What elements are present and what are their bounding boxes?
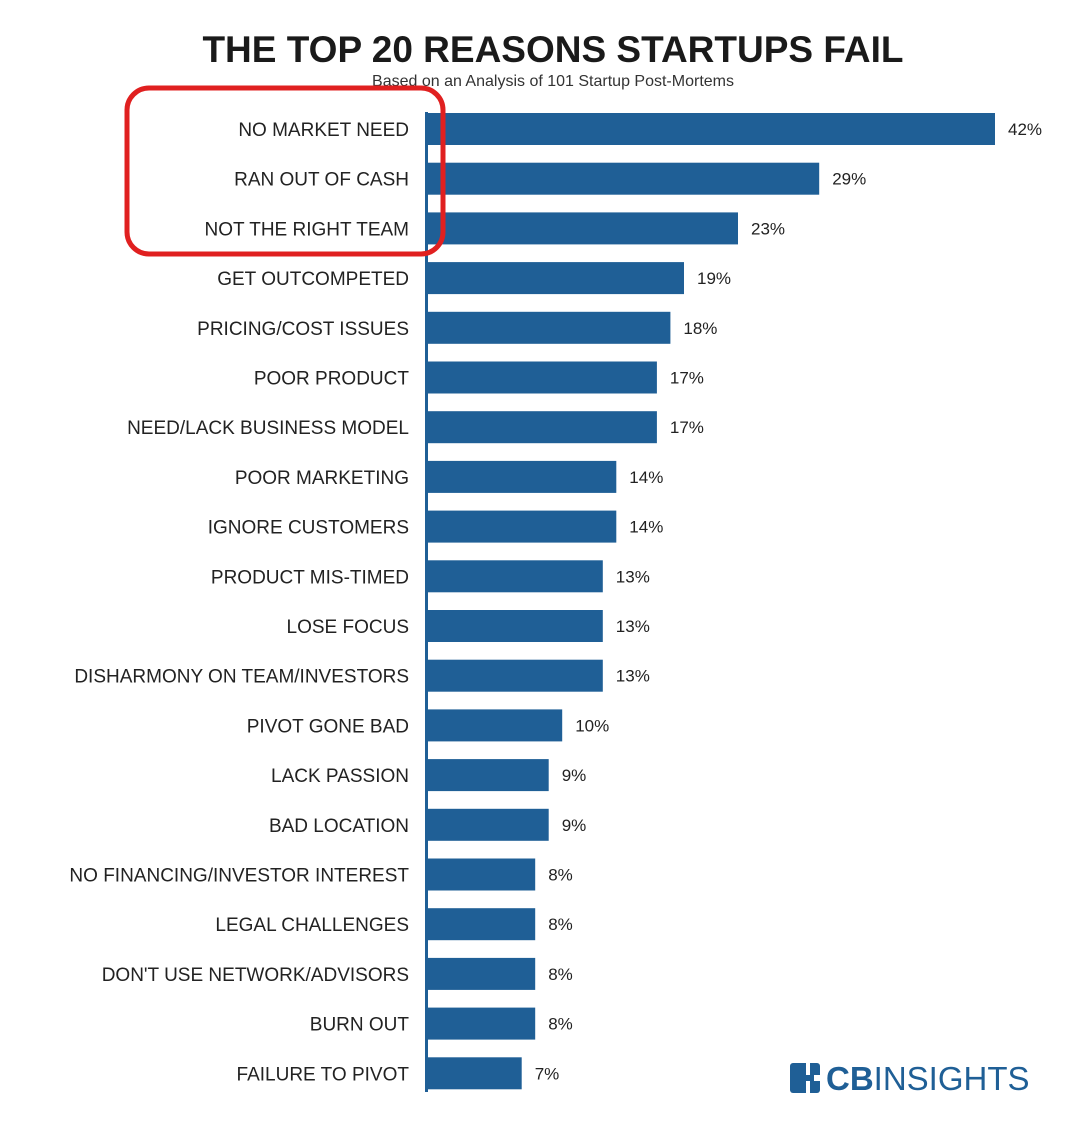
category-label: POOR PRODUCT bbox=[254, 369, 410, 390]
cb-insights-logo: CBINSIGHTS bbox=[790, 1060, 1030, 1097]
category-label: NEED/LACK BUSINESS MODEL bbox=[127, 418, 409, 439]
category-label: PIVOT GONE BAD bbox=[247, 716, 409, 737]
bar bbox=[427, 709, 563, 742]
bar bbox=[427, 162, 820, 195]
bar bbox=[427, 908, 536, 941]
value-label: 13% bbox=[616, 617, 650, 636]
value-label: 29% bbox=[832, 170, 866, 189]
category-label: LACK PASSION bbox=[271, 766, 409, 787]
value-label: 23% bbox=[751, 219, 785, 238]
category-label: IGNORE CUSTOMERS bbox=[208, 518, 409, 539]
bar bbox=[427, 460, 617, 493]
category-label: RAN OUT OF CASH bbox=[234, 170, 409, 191]
value-label: 8% bbox=[548, 915, 573, 934]
bar bbox=[427, 659, 603, 692]
value-label: 13% bbox=[616, 667, 650, 686]
category-labels-group: NO MARKET NEED RAN OUT OF CASH NOT THE RIG… bbox=[69, 120, 409, 1085]
brand-name-bold: CB bbox=[826, 1060, 874, 1097]
category-label: BAD LOCATION bbox=[269, 816, 409, 837]
value-label: 7% bbox=[535, 1064, 560, 1083]
chart-subtitle: Based on an Analysis of 101 Startup Post… bbox=[372, 73, 734, 90]
category-label: NO FINANCING/INVESTOR INTEREST bbox=[69, 866, 409, 887]
highlight-outline bbox=[124, 85, 446, 257]
value-labels-group: 42% 29% 23% 19% 18% 17% 17% 14% 14% 13% 13% 13% 10% 9… bbox=[535, 120, 1042, 1083]
bar bbox=[427, 610, 603, 642]
value-label: 14% bbox=[629, 518, 663, 537]
svg-text:CBINSIGHTS: CBINSIGHTS bbox=[826, 1060, 1030, 1097]
category-label: NOT THE RIGHT TEAM bbox=[205, 219, 409, 240]
category-label: FAILURE TO PIVOT bbox=[237, 1064, 410, 1085]
value-label: 18% bbox=[683, 319, 717, 338]
category-label: DISHARMONY ON TEAM/INVESTORS bbox=[74, 667, 409, 688]
value-label: 17% bbox=[670, 418, 704, 437]
bar bbox=[427, 759, 549, 792]
bar bbox=[427, 1057, 522, 1090]
bar bbox=[427, 262, 684, 295]
brand-name-rest: INSIGHTS bbox=[874, 1060, 1030, 1097]
value-label: 8% bbox=[548, 1015, 573, 1034]
bar bbox=[427, 311, 671, 344]
bar bbox=[427, 858, 536, 891]
value-label: 17% bbox=[670, 369, 704, 388]
bar bbox=[427, 510, 617, 543]
bar bbox=[427, 212, 738, 245]
value-label: 9% bbox=[562, 766, 587, 785]
value-label: 10% bbox=[575, 716, 609, 735]
bar bbox=[427, 113, 995, 145]
value-label: 14% bbox=[629, 468, 663, 487]
bar bbox=[427, 411, 657, 444]
bar bbox=[427, 1007, 536, 1040]
value-label: 9% bbox=[562, 816, 587, 835]
value-label: 8% bbox=[548, 965, 573, 984]
value-label: 13% bbox=[616, 567, 650, 586]
bar bbox=[427, 560, 603, 593]
category-label: PRODUCT MIS-TIMED bbox=[211, 567, 409, 588]
category-label: GET OUTCOMPETED bbox=[217, 269, 409, 290]
category-label: LOSE FOCUS bbox=[287, 617, 409, 638]
value-label: 42% bbox=[1008, 120, 1042, 139]
category-label: POOR MARKETING bbox=[235, 468, 409, 489]
category-label: DON'T USE NETWORK/ADVISORS bbox=[102, 965, 409, 986]
category-label: BURN OUT bbox=[310, 1015, 410, 1036]
value-label: 8% bbox=[548, 866, 573, 885]
category-label: NO MARKET NEED bbox=[238, 120, 409, 141]
value-label: 19% bbox=[697, 269, 731, 288]
bar bbox=[427, 361, 657, 394]
category-label: LEGAL CHALLENGES bbox=[215, 915, 409, 936]
category-label: PRICING/COST ISSUES bbox=[197, 319, 409, 340]
cb-insights-logo-icon bbox=[790, 1063, 820, 1093]
bars-group bbox=[427, 113, 995, 1090]
bar bbox=[427, 957, 536, 990]
bar bbox=[427, 808, 549, 841]
chart-title: THE TOP 20 REASONS STARTUPS FAIL bbox=[202, 29, 903, 70]
